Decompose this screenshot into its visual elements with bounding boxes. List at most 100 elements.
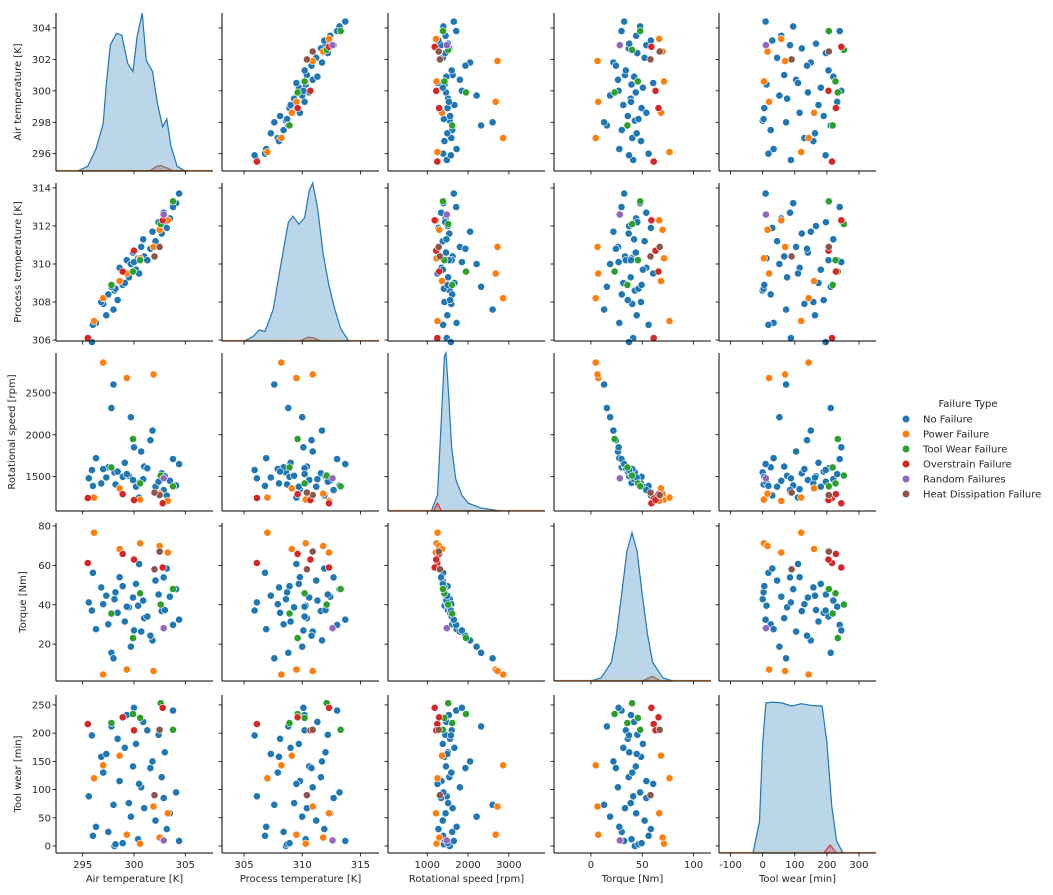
data-point <box>169 482 177 491</box>
data-point <box>833 97 842 106</box>
x-tick-label: 0 <box>759 860 765 871</box>
data-point <box>92 822 100 831</box>
data-point <box>623 121 632 130</box>
data-point <box>824 47 833 56</box>
data-point <box>143 726 152 735</box>
data-point <box>319 833 328 842</box>
data-point <box>810 545 818 553</box>
data-point <box>329 573 338 582</box>
data-point <box>290 799 298 807</box>
data-point <box>284 404 293 412</box>
data-point <box>320 825 329 833</box>
data-point <box>777 35 786 43</box>
data-point <box>154 590 163 599</box>
data-point <box>431 809 440 818</box>
data-point <box>313 475 322 484</box>
data-point <box>632 809 641 818</box>
data-point <box>298 812 307 821</box>
data-point <box>804 670 813 679</box>
y-tick-label: 60 <box>38 561 51 572</box>
data-point <box>448 804 457 813</box>
panel-0-3 <box>550 13 711 175</box>
data-point <box>628 768 637 777</box>
data-point <box>477 648 485 657</box>
data-point <box>768 564 777 573</box>
data-point <box>777 592 786 601</box>
data-point <box>594 830 603 839</box>
data-point <box>631 248 640 257</box>
data-point <box>263 148 272 156</box>
data-point <box>129 593 137 602</box>
data-point <box>658 225 667 234</box>
data-point <box>795 485 804 494</box>
data-point <box>130 443 138 452</box>
data-point <box>435 104 443 112</box>
data-point <box>655 35 664 43</box>
data-point <box>591 294 600 303</box>
data-point <box>833 634 842 642</box>
data-point <box>472 260 481 268</box>
data-point <box>491 830 500 839</box>
data-point <box>837 499 846 508</box>
data-point <box>109 305 118 314</box>
data-point <box>323 590 332 599</box>
data-point <box>628 46 636 54</box>
data-point <box>614 75 622 84</box>
data-point <box>457 703 466 712</box>
data-point <box>129 267 137 276</box>
data-point <box>115 751 124 760</box>
data-point <box>136 256 144 265</box>
data-point <box>625 748 634 757</box>
data-point <box>593 802 602 811</box>
data-point <box>158 499 167 508</box>
data-point <box>126 812 135 821</box>
data-point <box>442 624 451 633</box>
data-point <box>781 57 789 65</box>
data-point <box>169 706 177 715</box>
data-point <box>773 237 781 246</box>
data-point <box>462 88 470 97</box>
data-point <box>435 252 444 261</box>
y-axis-label: Tool wear [min] <box>13 735 24 813</box>
data-point <box>293 104 302 112</box>
data-point <box>160 748 169 757</box>
data-point <box>430 216 439 225</box>
data-point <box>341 615 350 624</box>
data-point <box>299 703 308 712</box>
data-point <box>150 252 159 261</box>
data-point <box>819 296 828 304</box>
data-point <box>307 631 316 640</box>
data-point <box>110 595 119 604</box>
data-point <box>151 816 160 825</box>
data-point <box>591 134 600 142</box>
data-point <box>761 17 770 26</box>
data-point <box>762 41 770 50</box>
data-point <box>336 27 345 35</box>
data-point <box>499 134 508 142</box>
data-point <box>250 606 259 615</box>
y-tick-label: 150 <box>32 757 51 768</box>
data-point <box>649 780 658 788</box>
data-point <box>775 91 784 100</box>
y-tick-label: 308 <box>32 298 51 309</box>
data-point <box>313 596 322 605</box>
data-point <box>637 298 645 306</box>
data-point <box>646 791 655 800</box>
data-point <box>435 267 443 276</box>
data-point <box>435 791 444 800</box>
data-point <box>325 548 333 557</box>
data-point <box>826 404 835 412</box>
data-point <box>777 476 786 485</box>
data-point <box>780 614 789 623</box>
data-point <box>797 148 806 156</box>
y-tick-label: 40 <box>38 600 51 611</box>
data-point <box>107 463 116 472</box>
data-point <box>300 479 309 488</box>
data-point <box>307 764 316 772</box>
data-point <box>792 447 800 456</box>
data-point <box>172 788 180 797</box>
data-point <box>811 129 819 138</box>
data-point <box>803 631 811 640</box>
data-point <box>448 280 457 289</box>
data-point <box>623 463 632 472</box>
